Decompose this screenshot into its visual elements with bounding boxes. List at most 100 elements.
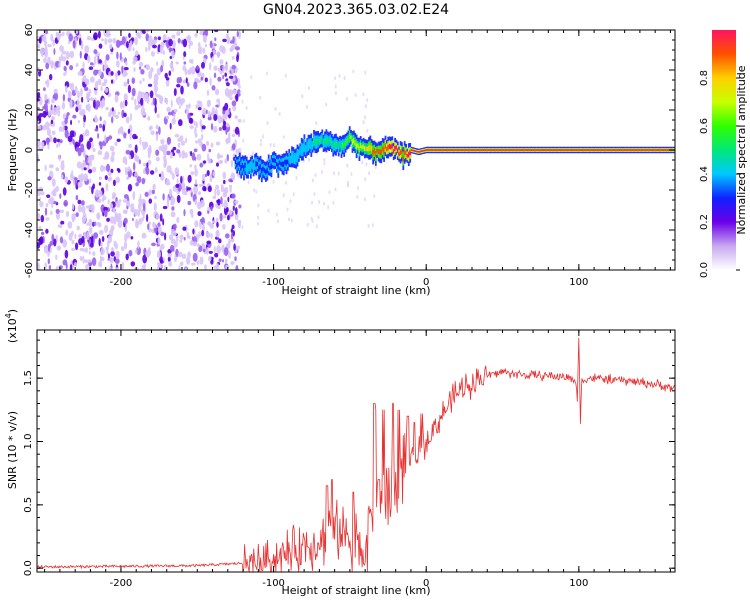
x-tick-label: 0 (423, 578, 429, 589)
noise-speck (182, 56, 185, 60)
noise-speck (78, 104, 82, 112)
signal-core (631, 149, 634, 151)
noise-speck (168, 188, 173, 197)
signal-core (368, 145, 370, 152)
noise-speck (242, 138, 245, 143)
noise-speck (215, 184, 220, 190)
snr-series (37, 337, 675, 572)
noise-speck (101, 98, 105, 106)
signal-core (311, 143, 314, 148)
noise-speck (139, 80, 142, 85)
signal-core (354, 140, 357, 146)
noise-speck (206, 89, 210, 96)
signal-core (567, 149, 570, 151)
noise-speck (47, 258, 50, 265)
noise-speck (88, 186, 91, 190)
noise-speck (250, 75, 253, 80)
noise-speck (65, 85, 68, 93)
y-tick-label: -40 (24, 222, 35, 238)
noise-speck (208, 255, 212, 262)
noise-speck (169, 62, 174, 69)
noise-speck (75, 106, 79, 113)
signal-core (423, 149, 425, 152)
signal-core (561, 149, 564, 151)
noise-speck (182, 38, 188, 48)
noise-speck (253, 188, 256, 192)
noise-speck (173, 88, 177, 97)
signal-core (436, 149, 439, 151)
signal-core (304, 147, 307, 152)
noise-speck (148, 198, 153, 204)
noise-speck (323, 161, 326, 166)
noise-speck (134, 153, 138, 162)
x-tick-label: -100 (262, 277, 285, 288)
noise-speck (134, 171, 138, 177)
noise-speck (184, 267, 187, 270)
noise-speck (199, 220, 202, 229)
noise-speck (157, 226, 162, 234)
noise-speck (79, 110, 85, 116)
noise-speck (71, 239, 75, 245)
signal-core (461, 149, 464, 151)
noise-speck (207, 110, 211, 119)
signal-core (263, 168, 266, 173)
signal-core (666, 149, 668, 151)
signal-core (596, 149, 598, 151)
noise-speck (85, 264, 89, 270)
signal-core (556, 149, 559, 151)
signal-core (383, 147, 385, 154)
signal-core (520, 149, 523, 151)
signal-core (398, 152, 401, 157)
noise-speck (141, 217, 144, 222)
noise-speck (77, 120, 80, 124)
signal-core (299, 148, 302, 153)
noise-speck (230, 159, 234, 168)
noise-speck (53, 88, 58, 94)
noise-speck (194, 126, 197, 136)
noise-speck (98, 69, 102, 77)
noise-speck (160, 139, 165, 145)
signal-core (468, 149, 471, 151)
noise-speck (74, 233, 77, 240)
noise-speck (117, 168, 121, 173)
signal-core (443, 149, 446, 151)
noise-speck (235, 148, 238, 154)
noise-speck (368, 171, 371, 176)
noise-speck (199, 256, 204, 265)
noise-speck (127, 183, 133, 192)
noise-speck (98, 190, 103, 198)
noise-speck (110, 51, 113, 55)
noise-speck (276, 219, 279, 224)
signal-core (629, 149, 631, 151)
signal-core (531, 149, 534, 151)
noise-speck (145, 33, 150, 42)
signal-core (245, 164, 248, 171)
noise-speck (43, 87, 46, 91)
signal-core (615, 149, 618, 151)
noise-speck (114, 114, 120, 119)
colorbar-gradient (712, 30, 736, 270)
noise-speck (110, 155, 115, 163)
noise-speck (92, 183, 95, 190)
noise-speck (127, 78, 130, 85)
noise-speck (179, 105, 181, 109)
signal-core (236, 163, 238, 168)
signal-core (614, 149, 616, 151)
noise-speck (82, 159, 86, 167)
x-tick-label: 100 (569, 578, 588, 589)
signal-core (255, 161, 258, 167)
noise-speck (332, 200, 335, 205)
noise-speck (184, 152, 188, 159)
noise-speck (190, 58, 194, 64)
noise-speck (106, 217, 110, 222)
noise-speck (177, 137, 183, 142)
signal-core (440, 149, 443, 151)
noise-speck (155, 156, 160, 162)
noise-speck (231, 56, 235, 60)
signal-core (506, 149, 509, 151)
colorbar-label: Normalized spectral amplitude (735, 65, 748, 234)
noise-speck (57, 108, 61, 117)
signal-core (260, 167, 263, 174)
noise-speck (172, 231, 177, 237)
signal-core (539, 149, 542, 151)
